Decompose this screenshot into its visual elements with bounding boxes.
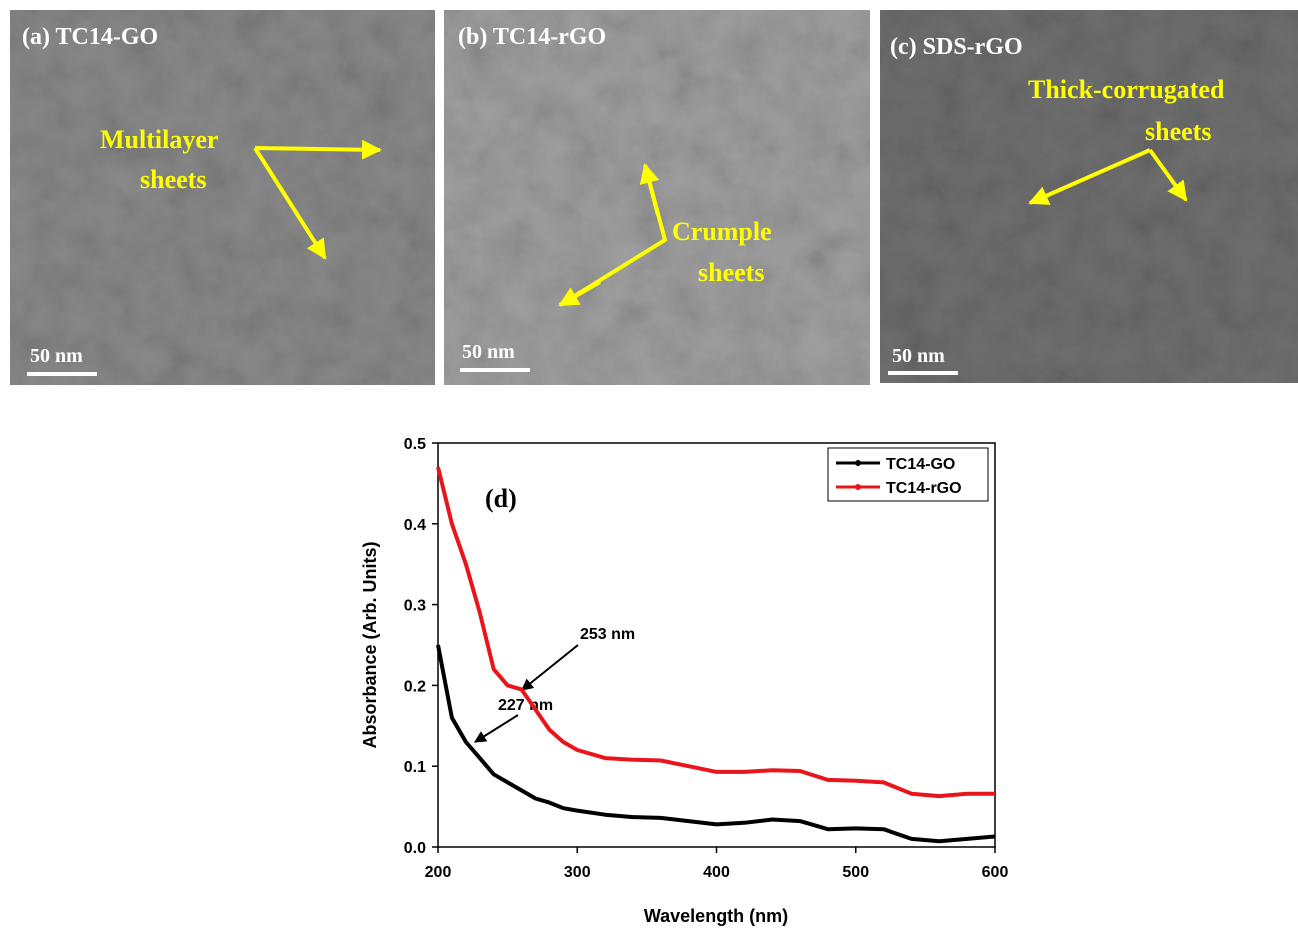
x-tick-label: 300 bbox=[564, 864, 591, 881]
annotation: Thick-corrugated bbox=[1028, 75, 1225, 104]
x-tick-label: 600 bbox=[982, 864, 1009, 881]
panel-label: (d) bbox=[485, 484, 517, 513]
scale-bar bbox=[888, 371, 958, 375]
annotation: 253 nm bbox=[580, 626, 635, 643]
annotation: Crumple bbox=[672, 217, 772, 246]
legend-label: TC14-rGO bbox=[886, 480, 962, 497]
annotation-arrow bbox=[475, 715, 518, 742]
scale-bar bbox=[27, 372, 97, 376]
series-line bbox=[438, 467, 995, 796]
x-tick-label: 400 bbox=[703, 864, 730, 881]
annotation: sheets bbox=[698, 258, 764, 287]
panel-label: (b) TC14-rGO bbox=[458, 24, 606, 50]
panel-label: (a) TC14-GO bbox=[22, 24, 158, 50]
annotation: sheets bbox=[1145, 117, 1211, 146]
scale-bar-label: 50 nm bbox=[462, 341, 515, 363]
series-line bbox=[438, 645, 995, 841]
scale-bar bbox=[460, 368, 530, 372]
x-tick-label: 200 bbox=[425, 864, 452, 881]
y-tick-label: 0.5 bbox=[404, 436, 426, 453]
tem-panel-a: (a) TC14-GO Multilayer sheets 50 nm bbox=[10, 10, 435, 385]
annotation: sheets bbox=[140, 165, 206, 194]
y-tick-label: 0.2 bbox=[404, 678, 426, 695]
annotation: Multilayer bbox=[100, 125, 218, 154]
tem-image bbox=[880, 10, 1298, 383]
annotation-arrow bbox=[522, 645, 578, 690]
scale-bar-label: 50 nm bbox=[892, 345, 945, 367]
plot-frame bbox=[438, 443, 995, 847]
legend-marker bbox=[855, 460, 861, 466]
page: (a) TC14-GO Multilayer sheets 50 nm (b) … bbox=[0, 0, 1298, 931]
y-axis-label: Absorbance (Arb. Units) bbox=[360, 541, 380, 748]
tem-panel-c: (c) SDS-rGO Thick-corrugated sheets 50 n… bbox=[880, 10, 1298, 383]
annotation: 227 nm bbox=[498, 697, 553, 714]
arrow bbox=[255, 148, 380, 150]
tem-panel-b: (b) TC14-rGO Crumple sheets 50 nm bbox=[444, 10, 870, 385]
tem-image bbox=[444, 10, 870, 385]
legend-label: TC14-GO bbox=[886, 456, 955, 473]
figure: (a) TC14-GO Multilayer sheets 50 nm (b) … bbox=[0, 0, 1298, 931]
scale-bar-label: 50 nm bbox=[30, 345, 83, 367]
panel-label: (c) SDS-rGO bbox=[890, 34, 1023, 60]
y-tick-label: 0.4 bbox=[404, 517, 426, 534]
x-tick-label: 500 bbox=[842, 864, 869, 881]
y-tick-label: 0.1 bbox=[404, 759, 426, 776]
tem-image bbox=[10, 10, 435, 385]
legend-marker bbox=[855, 484, 861, 490]
chart: (d) Wavelength (nm) Absorbance (Arb. Uni… bbox=[360, 436, 1008, 926]
y-tick-label: 0.0 bbox=[404, 840, 426, 857]
x-axis-label: Wavelength (nm) bbox=[644, 906, 788, 926]
y-tick-label: 0.3 bbox=[404, 598, 426, 615]
